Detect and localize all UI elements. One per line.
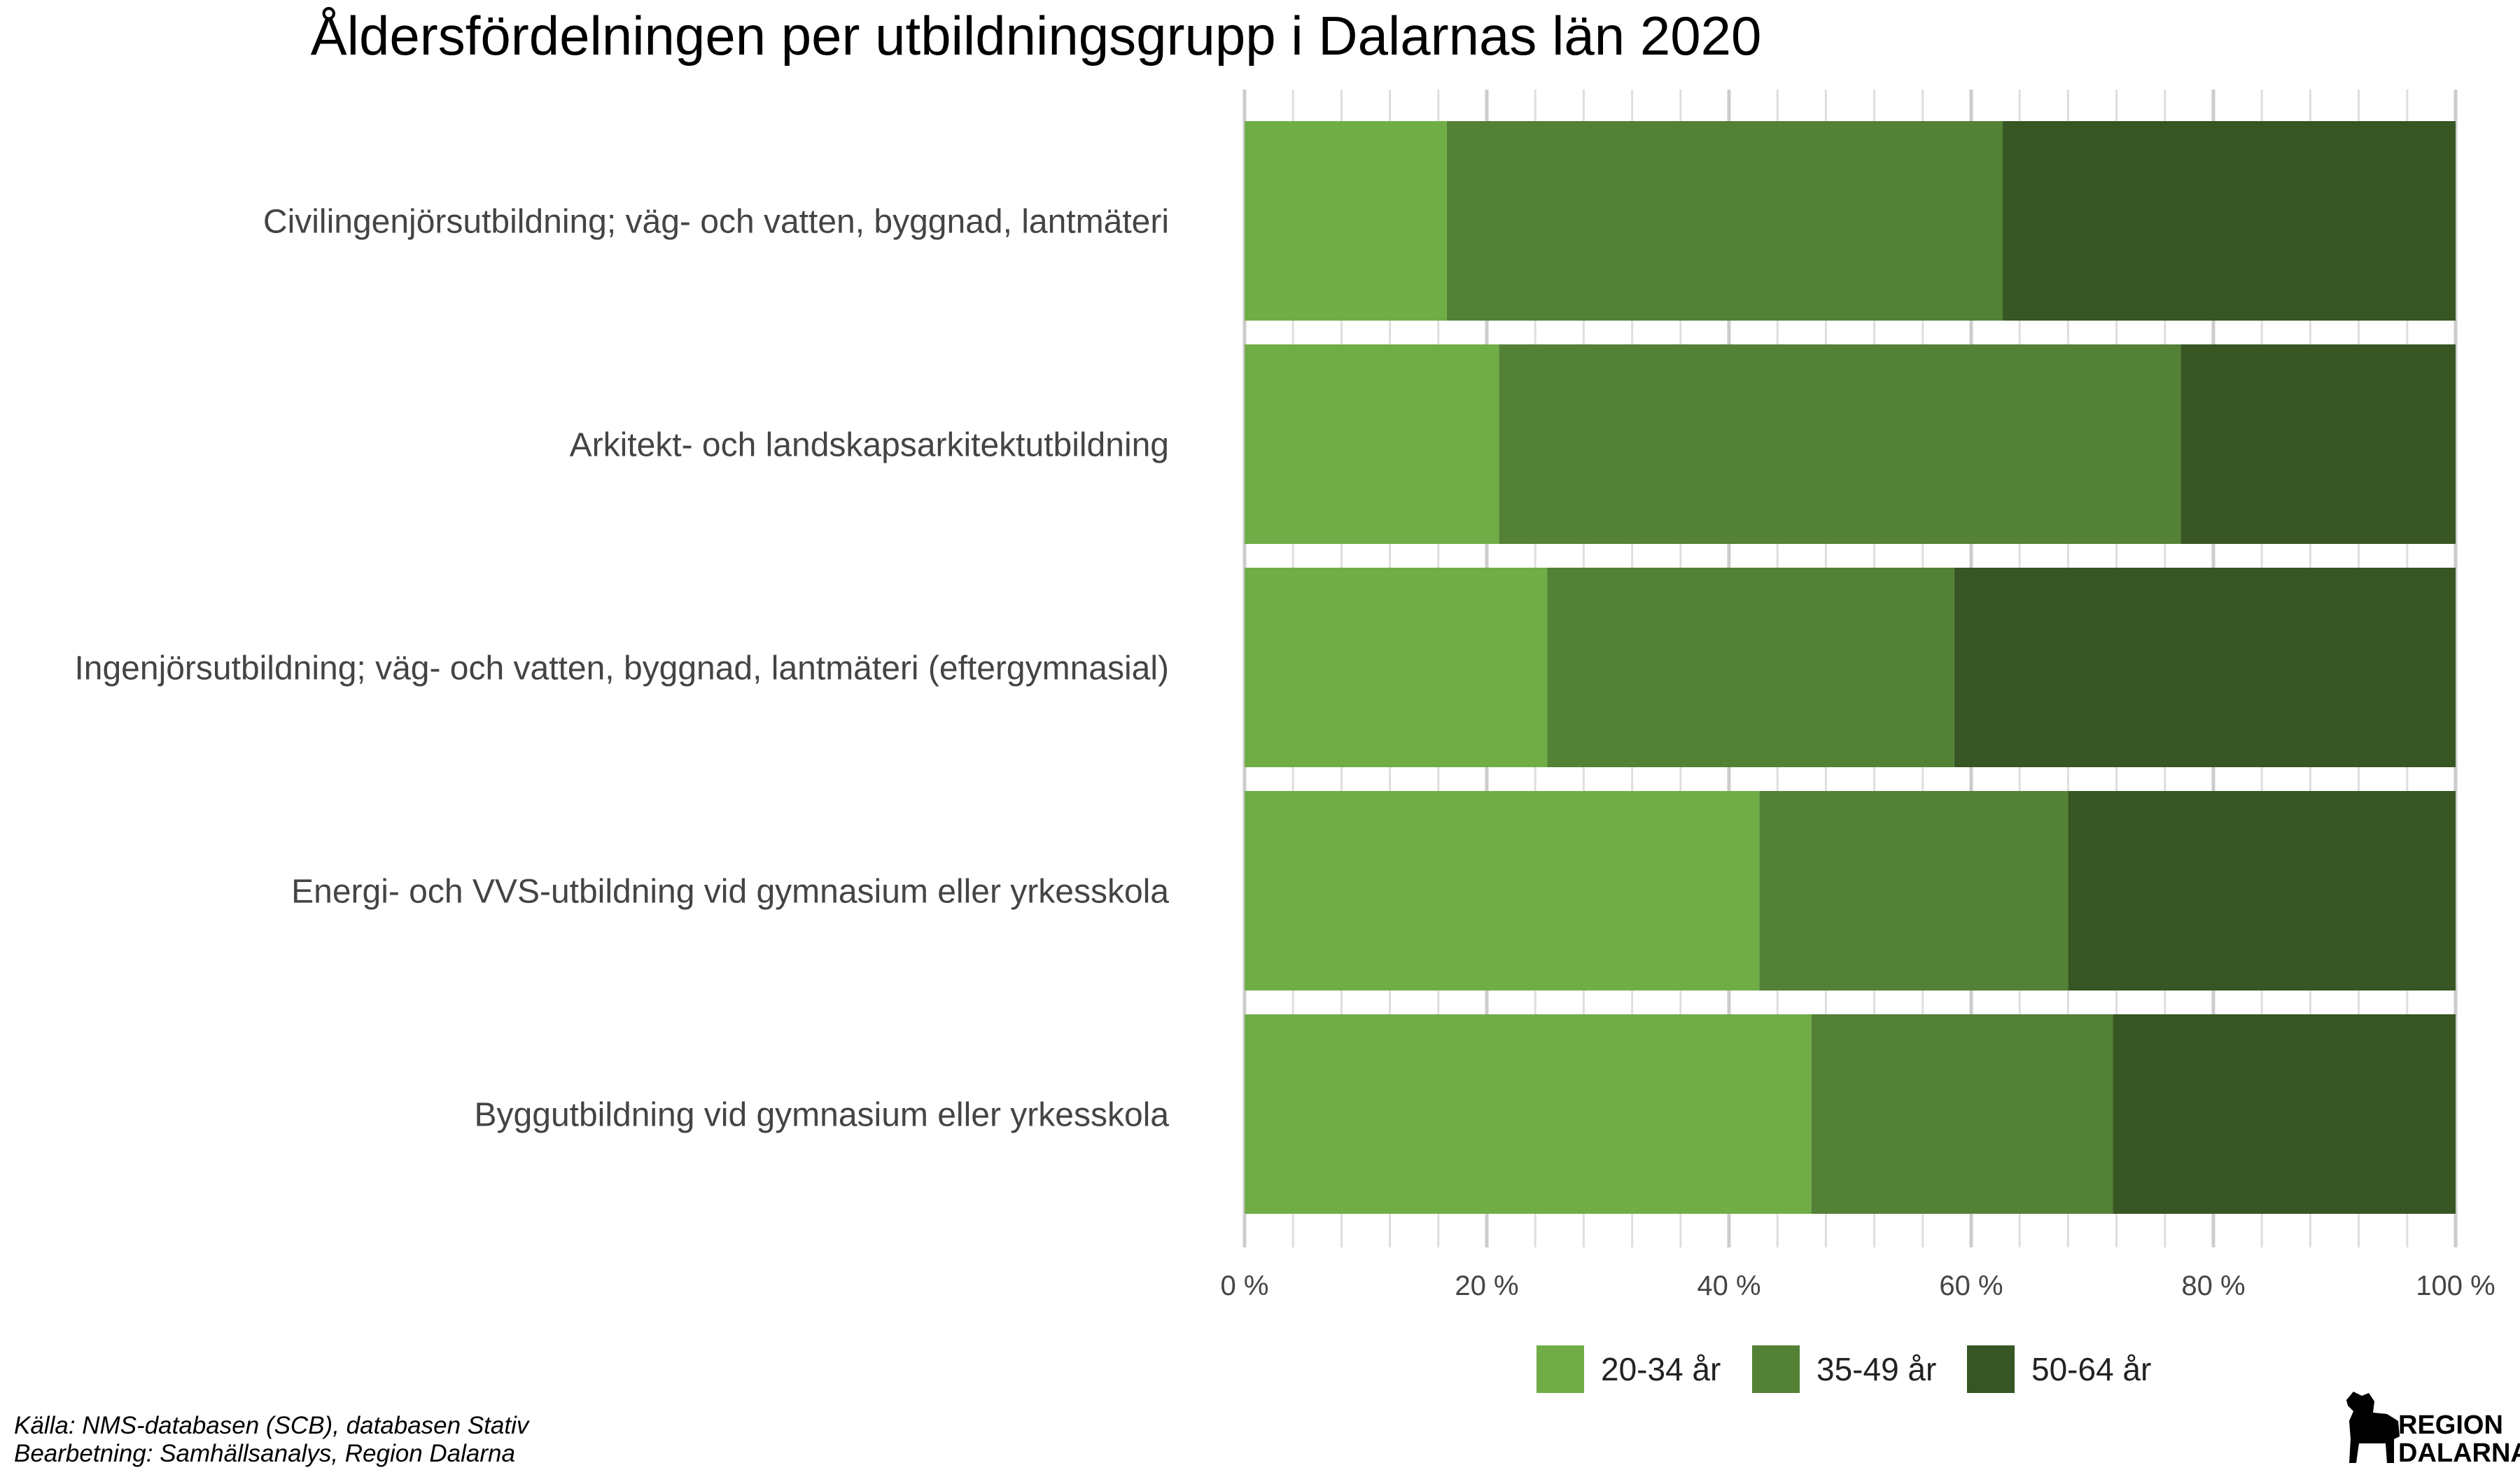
legend-swatch [1967, 1345, 2015, 1393]
x-tick-label: 0 % [1221, 1270, 1269, 1301]
bar-segment-4-series-2 [1759, 791, 2068, 990]
logo-line-1: REGION [2398, 1410, 2503, 1440]
bar-segment-1-series-3 [2002, 121, 2456, 321]
x-tick-label: 80 % [2181, 1270, 2245, 1301]
x-tick-label: 20 % [1455, 1270, 1518, 1301]
legend: 20-34 år 35-49 år 50-64 år [1536, 1345, 2151, 1393]
legend-swatch [1752, 1345, 1800, 1393]
category-label: Byggutbildning vid gymnasium eller yrkes… [475, 1097, 1170, 1134]
bar-segment-1-series-2 [1446, 121, 2003, 321]
bar-segment-3-series-3 [1954, 568, 2456, 767]
legend-label: 20-34 år [1601, 1351, 1721, 1387]
x-axis: 0 % 20 % 40 % 60 % 80 % 100 % [1221, 1270, 2496, 1301]
dalahorse-icon [2346, 1392, 2400, 1463]
bar-segment-1-series-1 [1245, 121, 1447, 321]
category-labels: Civilingenjörsutbildning; väg- och vatte… [74, 204, 1169, 1134]
bar-segment-2-series-1 [1245, 344, 1499, 544]
category-label: Ingenjörsutbildning; väg- och vatten, by… [74, 650, 1169, 687]
processing-note: Bearbetning: Samhällsanalys, Region Dala… [14, 1440, 515, 1467]
legend-label: 35-49 år [1816, 1351, 1936, 1387]
bar-segment-4-series-3 [2068, 791, 2456, 990]
logo-line-2: DALARNA [2398, 1438, 2520, 1468]
chart-title: Åldersfördelningen per utbildningsgrupp … [311, 5, 1762, 66]
x-tick-label: 100 % [2416, 1270, 2495, 1301]
bar-segment-5-series-1 [1245, 1014, 1812, 1214]
bar-segment-4-series-1 [1245, 791, 1760, 990]
x-tick-label: 40 % [1697, 1270, 1760, 1301]
bar-segment-5-series-3 [2113, 1014, 2456, 1214]
bars [1245, 121, 2456, 1214]
bar-segment-2-series-2 [1499, 344, 2181, 544]
bar-segment-3-series-1 [1245, 568, 1548, 767]
legend-swatch [1536, 1345, 1584, 1393]
category-label: Energi- och VVS-utbildning vid gymnasium… [291, 874, 1169, 911]
category-label: Civilingenjörsutbildning; väg- och vatte… [263, 204, 1169, 241]
region-logo: REGION DALARNA [2346, 1392, 2520, 1468]
bar-segment-2-series-3 [2180, 344, 2456, 544]
source-note: Källa: NMS-databasen (SCB), databasen St… [14, 1412, 531, 1439]
legend-label: 50-64 år [2031, 1351, 2151, 1387]
x-tick-label: 60 % [1939, 1270, 2003, 1301]
bar-segment-5-series-2 [1811, 1014, 2113, 1214]
category-label: Arkitekt- och landskapsarkitektutbildnin… [570, 427, 1169, 464]
bar-segment-3-series-2 [1547, 568, 1954, 767]
